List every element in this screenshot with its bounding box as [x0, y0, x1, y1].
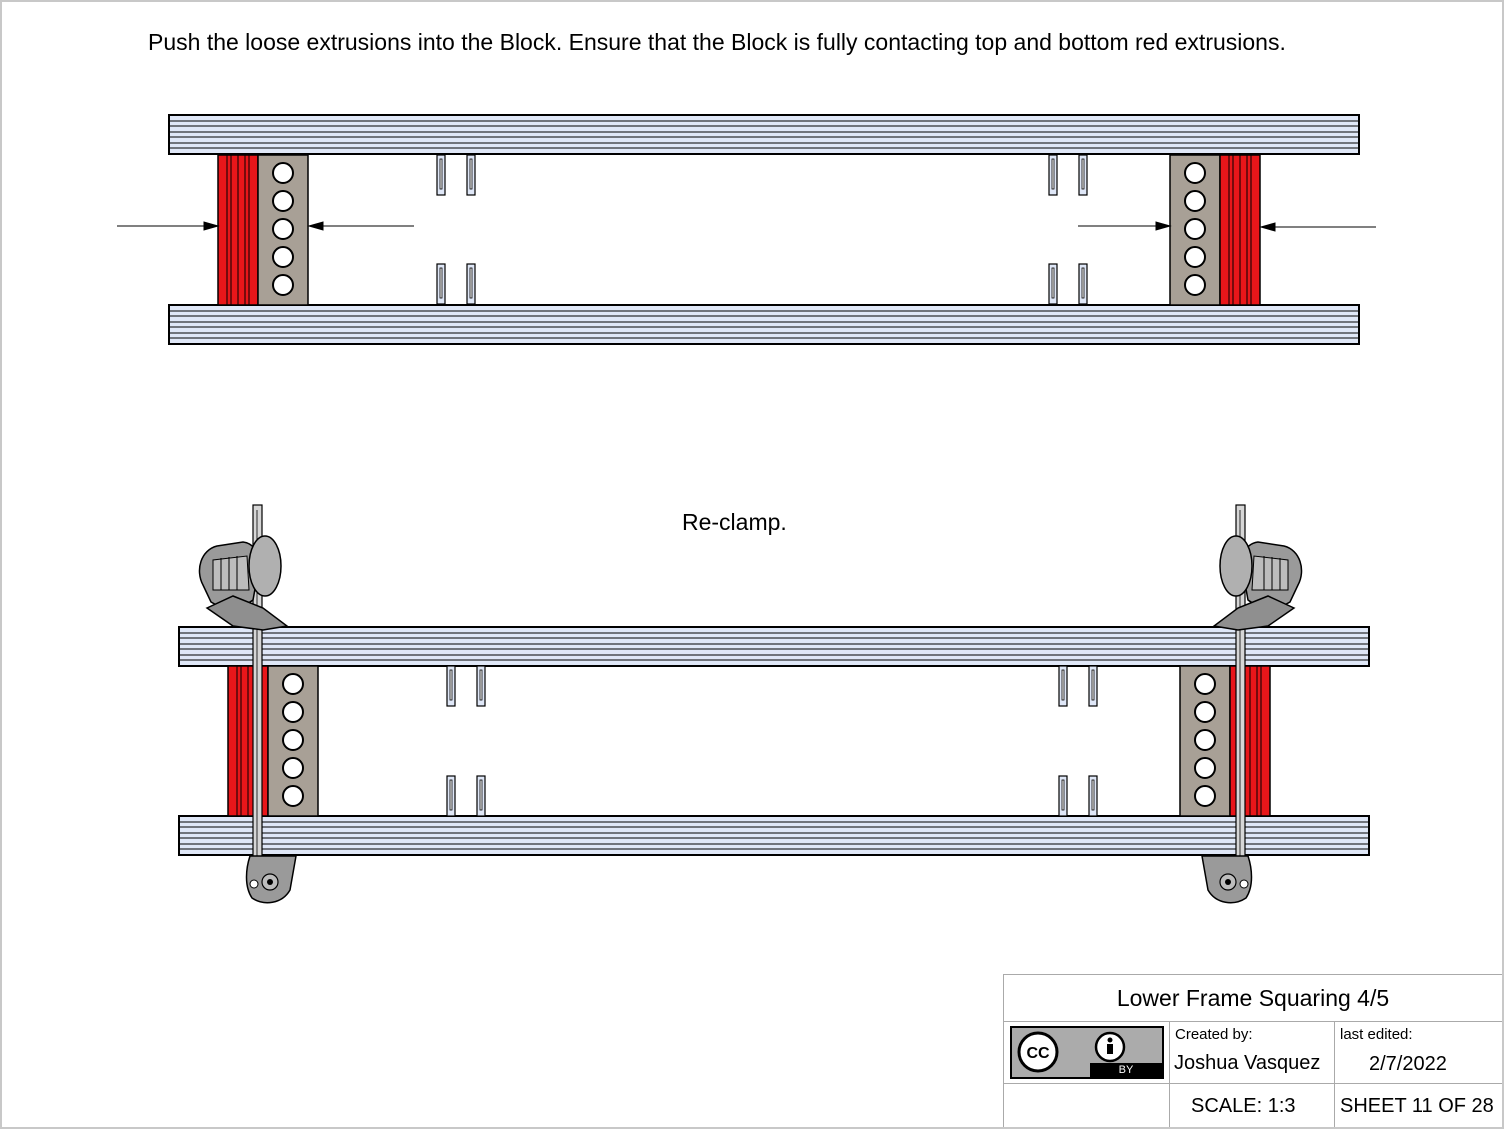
- drawing-title: Lower Frame Squaring 4/5: [1116, 985, 1390, 1011]
- by-label: BY: [1090, 1063, 1162, 1077]
- top-rail-upper: [168, 114, 1360, 155]
- cc-by-license-badge: CC BY: [1010, 1026, 1164, 1079]
- cc-icon: CC: [1026, 1045, 1050, 1062]
- red-extrusion-left: [217, 154, 259, 306]
- clamp-left: [198, 504, 297, 904]
- bottom-rail-upper: [178, 626, 1370, 667]
- loose-extrusion-tabs: [436, 154, 476, 196]
- block-left: [267, 665, 319, 817]
- top-rail-lower: [168, 304, 1360, 345]
- last-edited-label: last edited:: [1340, 1026, 1413, 1043]
- last-edited-date: 2/7/2022: [1369, 1053, 1447, 1075]
- loose-extrusion-tabs: [1048, 263, 1088, 305]
- block-left: [257, 154, 309, 306]
- author-name: Joshua Vasquez: [1174, 1052, 1321, 1074]
- block-right: [1179, 665, 1231, 817]
- top-assembly: [117, 114, 1376, 345]
- created-by-label: Created by:: [1175, 1026, 1253, 1043]
- bottom-rail-lower: [178, 815, 1370, 856]
- bottom-assembly: [178, 504, 1370, 904]
- block-right: [1169, 154, 1221, 306]
- loose-extrusion-tabs: [1058, 665, 1098, 707]
- title-block: Lower Frame Squaring 4/5 CC BY Created b…: [1003, 974, 1502, 1127]
- instruction-step-2: Re-clamp.: [682, 509, 787, 535]
- red-extrusion-right: [1219, 154, 1261, 306]
- loose-extrusion-tabs: [436, 263, 476, 305]
- loose-extrusion-tabs: [1058, 775, 1098, 817]
- instruction-step-1: Push the loose extrusions into the Block…: [148, 29, 1286, 55]
- push-arrows: [117, 221, 1376, 232]
- sheet-number: SHEET 11 OF 28: [1340, 1095, 1494, 1117]
- clamp-right: [1201, 504, 1303, 904]
- loose-extrusion-tabs: [446, 665, 486, 707]
- scale-label: SCALE: 1:3: [1191, 1095, 1296, 1117]
- loose-extrusion-tabs: [446, 775, 486, 817]
- loose-extrusion-tabs: [1048, 154, 1088, 196]
